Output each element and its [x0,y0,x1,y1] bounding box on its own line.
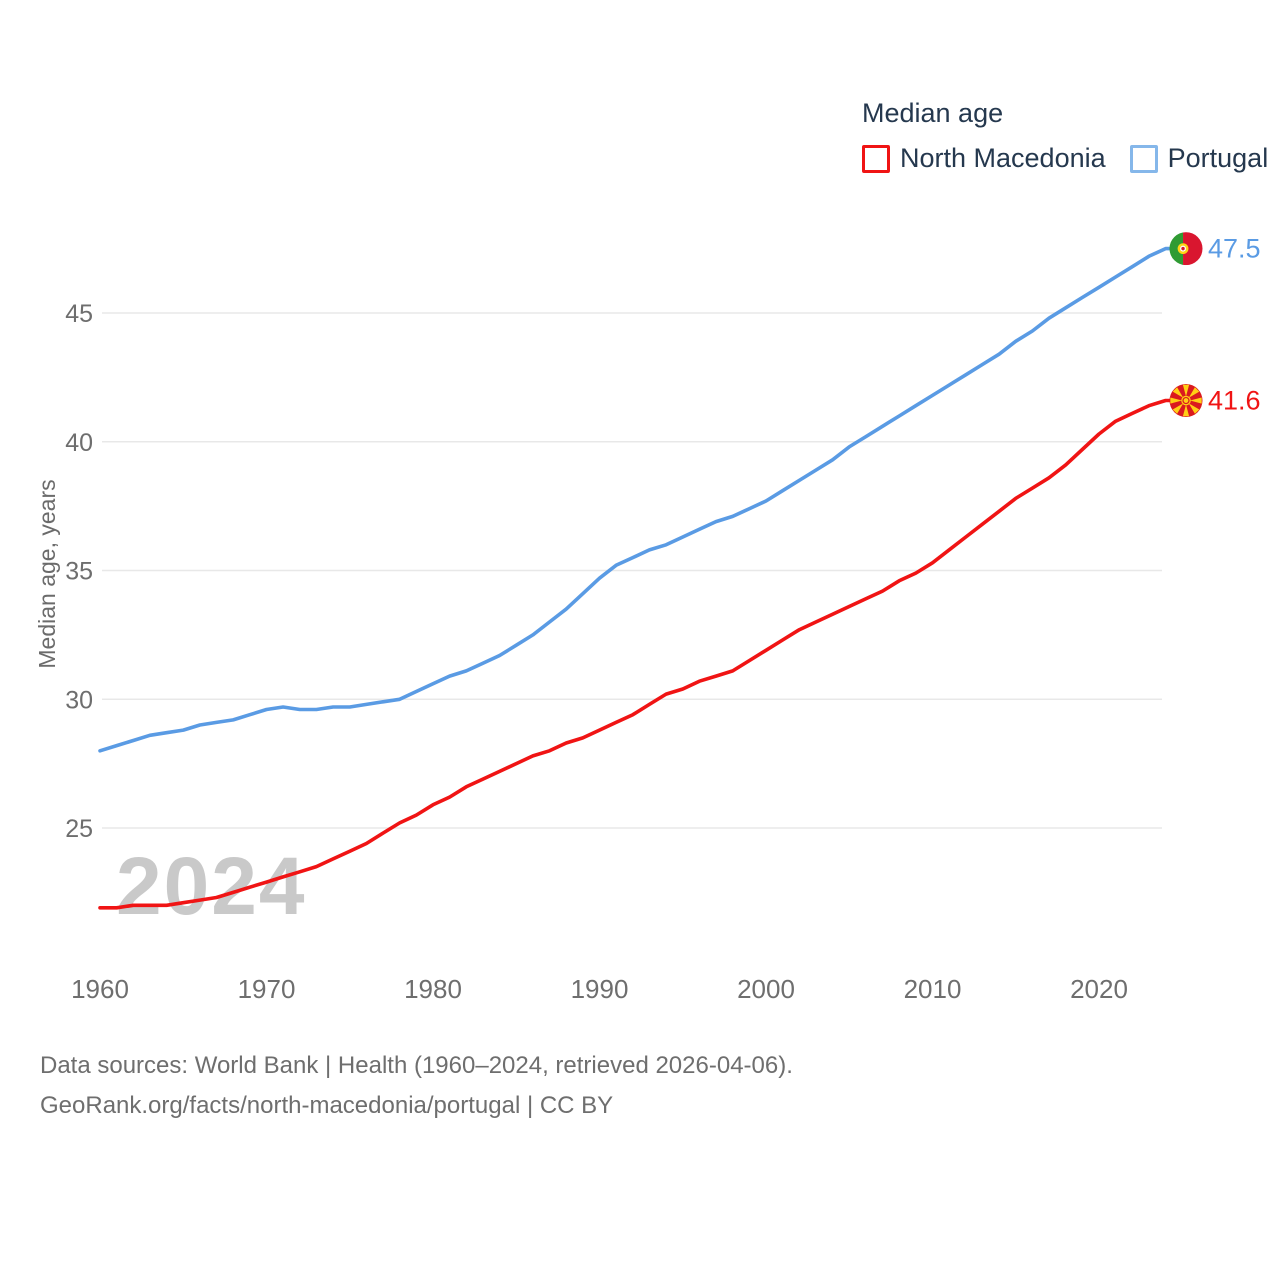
x-tick-label: 1960 [71,974,129,1004]
y-tick-label: 30 [65,686,93,714]
attribution-line: GeoRank.org/facts/north-macedonia/portug… [40,1092,614,1119]
watermark-year: 2024 [116,841,307,932]
data-sources-line: Data sources: World Bank | Health (1960–… [40,1052,793,1079]
legend-label-portugal: Portugal [1167,143,1269,173]
x-tick-label: 2000 [737,974,795,1004]
y-tick-label: 35 [65,558,93,586]
legend: Median age North Macedonia Portugal [862,98,1268,174]
y-axis-title: Median age, years [34,479,60,669]
legend-item-portugal[interactable]: Portugal [1129,143,1269,174]
x-tick-label: 2010 [904,974,962,1004]
legend-item-north-macedonia[interactable]: North Macedonia [862,143,1106,174]
north-macedonia-flag-icon [1169,384,1203,418]
y-tick-label: 45 [65,300,93,328]
y-tick-label: 25 [65,815,93,843]
legend-title: Median age [862,98,1004,128]
y-tick-label: 40 [65,429,93,457]
footer: Data sources: World Bank | Health (1960–… [40,1046,793,1126]
x-tick-label: 1970 [238,974,296,1004]
portugal-flag-icon [1169,232,1203,266]
x-tick-label: 1990 [571,974,629,1004]
north-macedonia-swatch-icon [862,144,890,173]
legend-label-north-macedonia: North Macedonia [900,143,1106,173]
line-chart: 25 30 35 40 45 1960 1970 1980 1990 2000 2010 2020 4… [65,232,1261,1004]
end-value-label-portugal: 47.5 [1208,234,1261,264]
series-line-portugal[interactable] [98,246,1174,753]
x-tick-label: 2020 [1070,974,1128,1004]
series-line-north-macedonia[interactable] [98,398,1174,910]
end-value-label-north-macedonia: 41.6 [1208,386,1261,416]
legend-row: North Macedonia Portugal [862,143,1268,174]
x-tick-label: 1980 [404,974,462,1004]
portugal-swatch-icon [1129,144,1158,173]
